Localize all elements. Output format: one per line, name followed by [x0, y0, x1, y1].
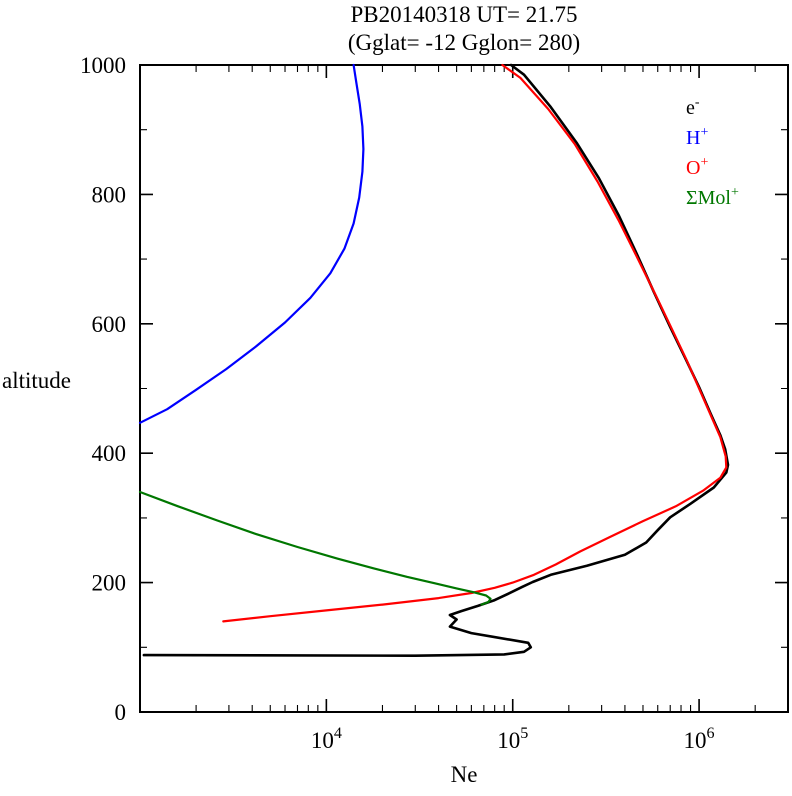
curve-O+: [222, 63, 728, 623]
curve-Mol+: [138, 490, 492, 606]
x-tick-label: 104: [311, 725, 342, 753]
y-tick-label: 400: [92, 441, 127, 466]
x-tick-label: 105: [497, 725, 528, 753]
axis-tick-labels: 0 200 400 600 800 1000 104 105 106: [80, 53, 715, 753]
legend-item-molecular-ions: ΣMol+: [686, 185, 739, 209]
y-tick-label: 1000: [80, 53, 126, 78]
x-tick-label: 106: [684, 725, 715, 753]
curve-e-: [142, 63, 730, 658]
x-axis-label: Ne: [451, 762, 478, 787]
axis-ticks: [139, 64, 788, 713]
chart-subtitle: (Gglat= -12 Gglon= 280): [348, 30, 580, 55]
legend-item-oxygen-ion: O+: [686, 155, 708, 179]
major-ticks: [139, 64, 788, 713]
y-tick-label: 800: [92, 182, 127, 207]
minor-ticks: [140, 65, 788, 712]
chart-legend: e- H+ O+ ΣMol+: [686, 95, 739, 209]
y-tick-label: 0: [115, 700, 127, 725]
legend-item-hydrogen-ion: H+: [686, 125, 708, 149]
curve-H+: [138, 63, 365, 424]
y-tick-label: 600: [92, 312, 127, 337]
y-tick-label: 200: [92, 571, 127, 596]
legend-item-electron: e-: [686, 95, 700, 119]
y-axis-label: altitude: [2, 368, 71, 393]
data-curves: [138, 63, 730, 658]
chart-title: PB20140318 UT= 21.75: [350, 2, 577, 27]
